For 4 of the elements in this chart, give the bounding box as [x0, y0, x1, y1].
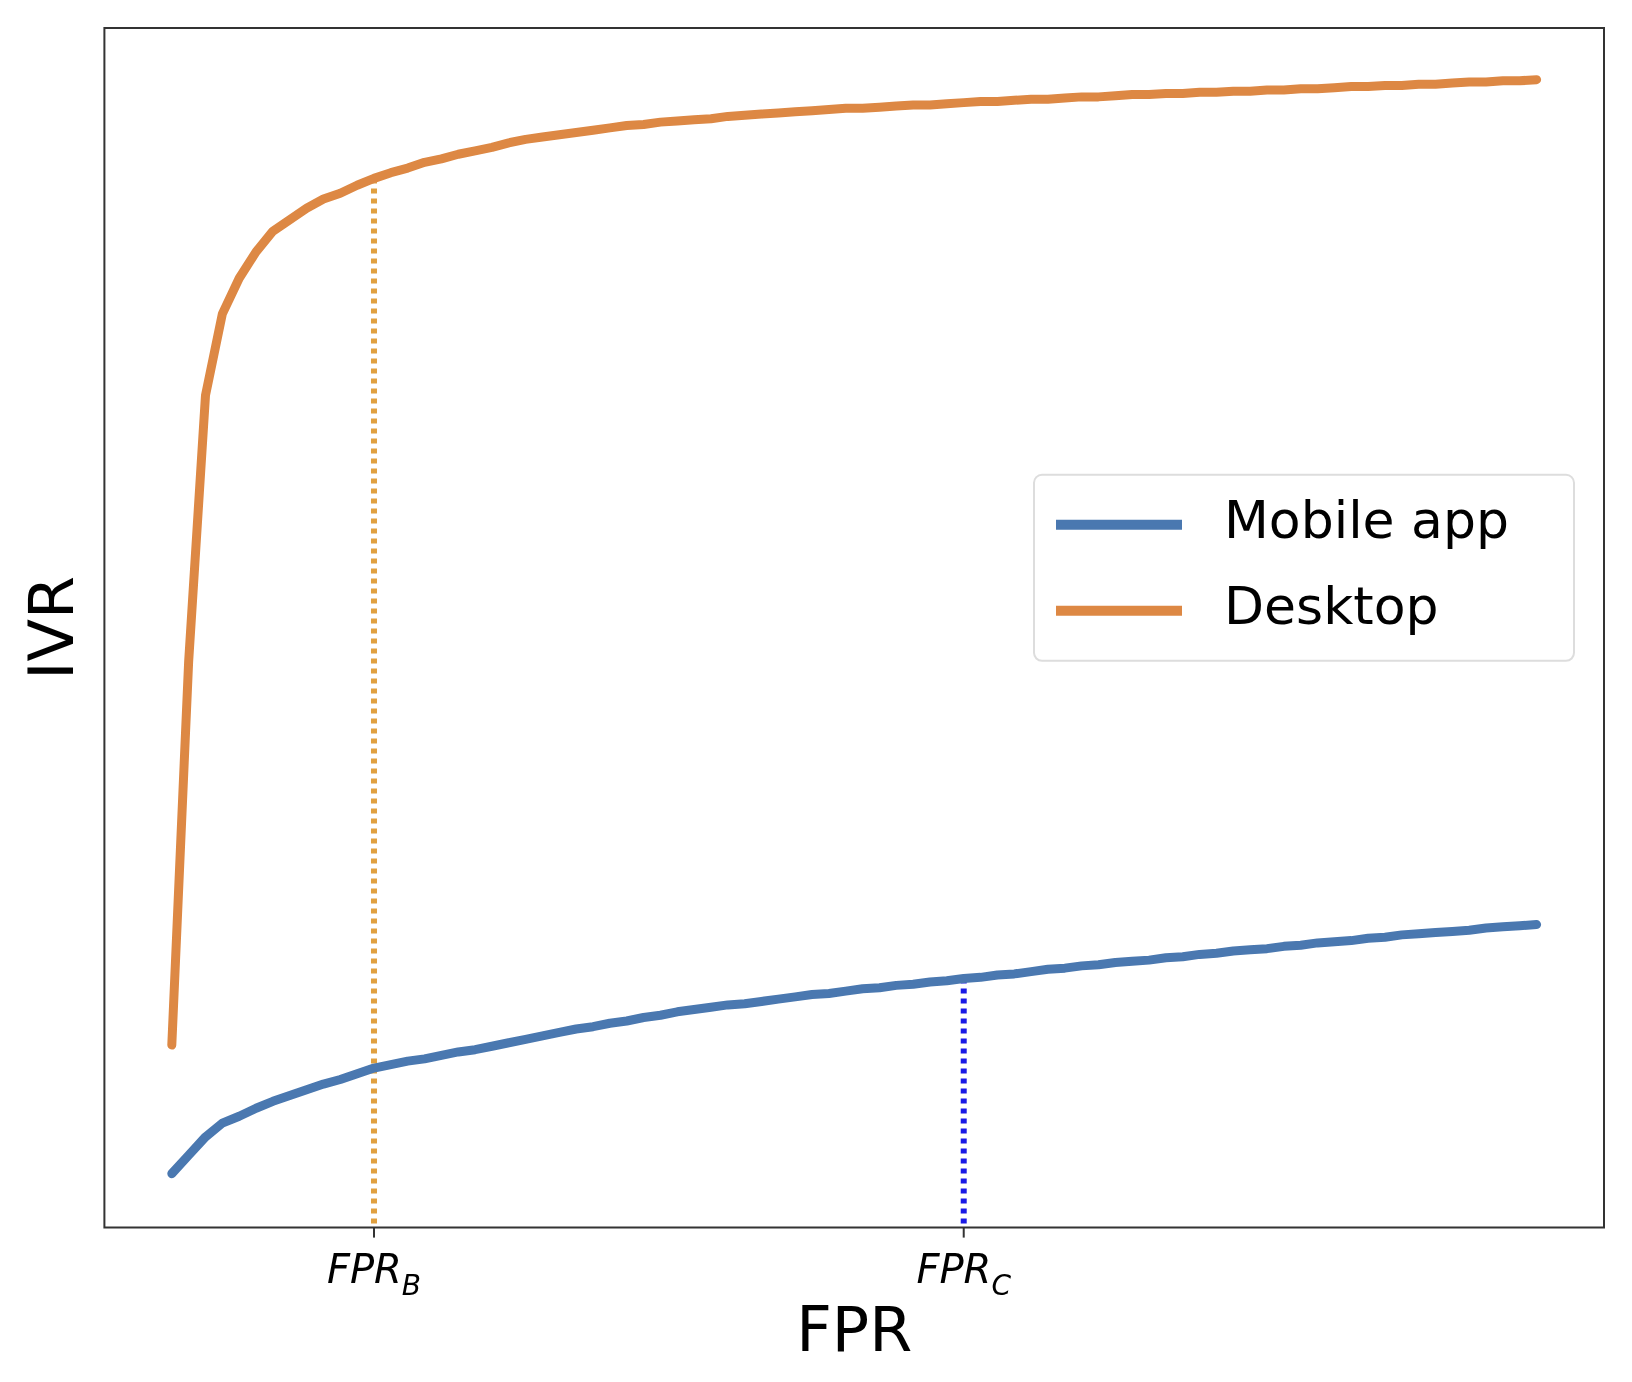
x-axis-title: FPR: [796, 1292, 913, 1366]
y-axis-title: IVR: [15, 575, 89, 680]
legend-label: Desktop: [1224, 576, 1439, 637]
legend-label: Mobile app: [1224, 490, 1509, 551]
